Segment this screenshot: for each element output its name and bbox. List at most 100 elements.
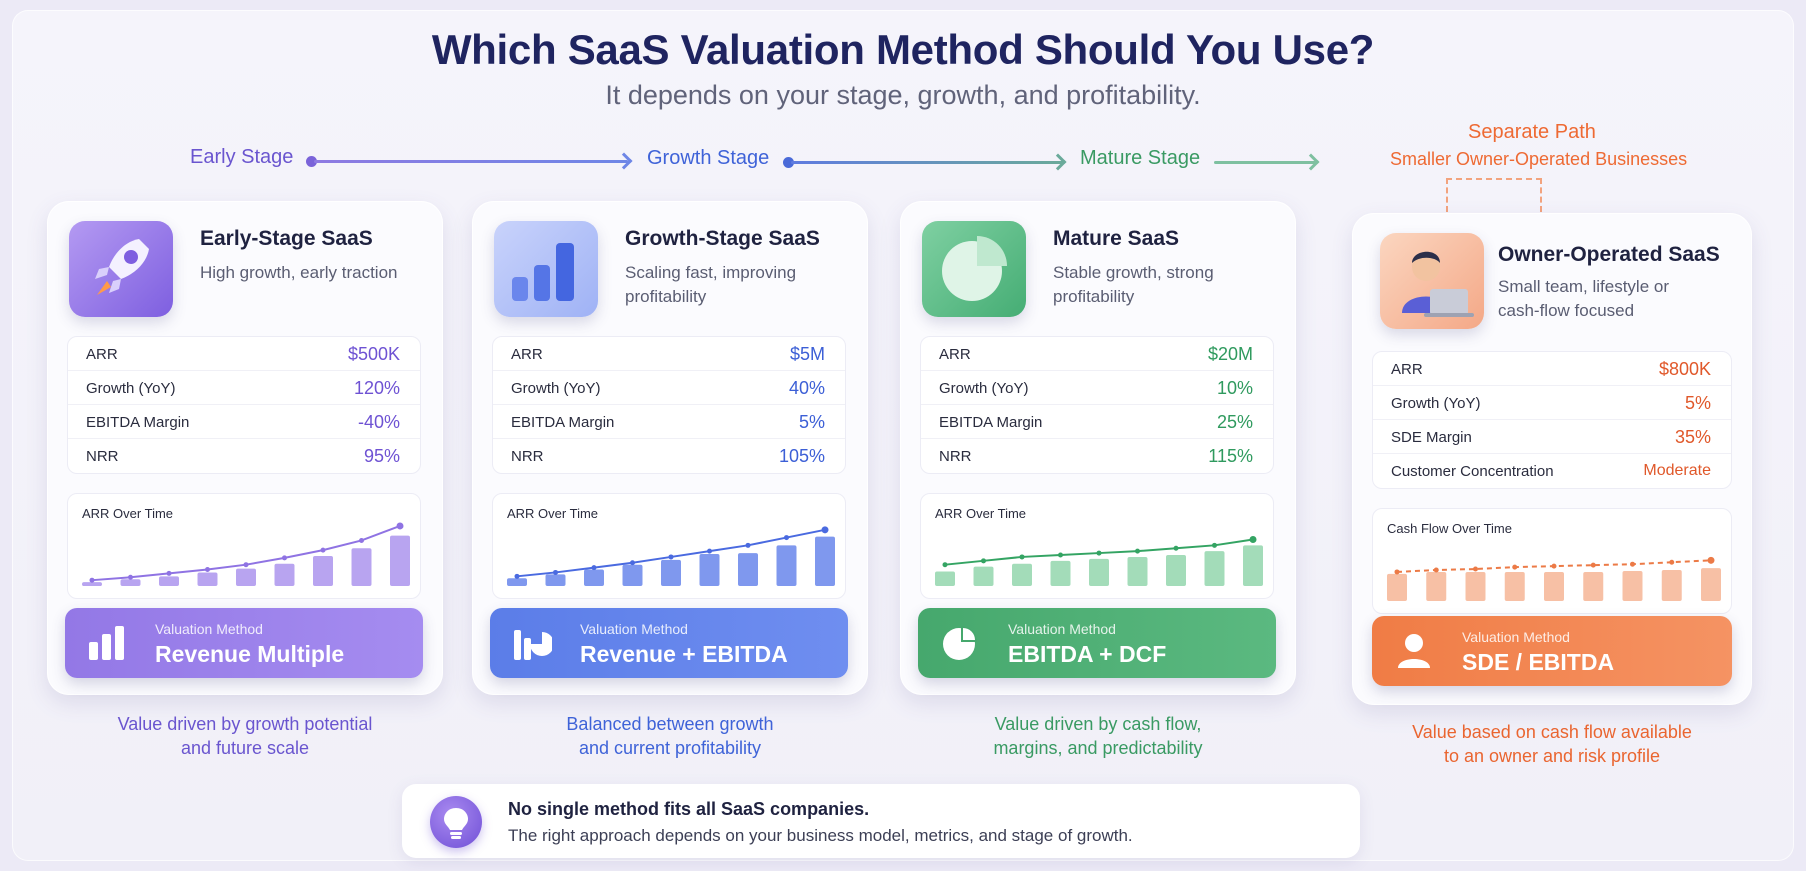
metric-row: Growth (YoY) 120% <box>68 371 420 405</box>
chart-point <box>128 574 133 580</box>
metric-row: EBITDA Margin -40% <box>68 405 420 439</box>
chart-point <box>1096 550 1102 556</box>
note-title: No single method fits all SaaS companies… <box>508 799 870 819</box>
card-title: Early-Stage SaaS <box>200 227 373 250</box>
card-title: Owner-Operated SaaS <box>1498 243 1720 266</box>
chart-bar <box>776 545 797 586</box>
metric-row: ARR $800K <box>1373 352 1731 386</box>
metric-row: NRR 115% <box>921 439 1273 473</box>
chart-point <box>166 570 172 576</box>
chart-bar <box>1622 570 1643 601</box>
separate-path-title: Separate Path <box>1468 121 1596 143</box>
card-footer: Balanced between growth and current prof… <box>472 712 868 760</box>
chart-point <box>784 535 789 541</box>
chart-bar <box>1701 568 1721 601</box>
chart-point <box>707 548 712 554</box>
chart-point <box>1249 536 1257 543</box>
method-label: Valuation Method <box>155 621 263 637</box>
metric-row: SDE Margin 35% <box>1373 420 1731 454</box>
chart-point <box>591 565 597 571</box>
chart-point <box>1433 567 1439 573</box>
card-mature-stage: Mature SaaS Stable growth, strong profit… <box>900 201 1296 695</box>
chart-bar <box>1127 556 1148 586</box>
stage-label-growth: Growth Stage <box>647 147 770 169</box>
card-title: Growth-Stage SaaS <box>625 227 820 250</box>
method-name: SDE / EBITDA <box>1462 649 1615 675</box>
chart-title: ARR Over Time <box>82 506 174 521</box>
chart-point <box>1630 561 1635 567</box>
flow-arrow-mature-end <box>1214 161 1316 164</box>
note-text: The right approach depends on your busin… <box>508 826 1133 845</box>
stage-label-early: Early Stage <box>190 146 294 168</box>
metric-value: 105% <box>778 446 825 466</box>
chart-bar <box>1050 560 1071 586</box>
chart-point <box>1394 569 1400 575</box>
metric-label: ARR <box>939 346 971 363</box>
page-title: Which SaaS Valuation Method Should You U… <box>431 26 1375 73</box>
metric-label: NRR <box>86 448 119 465</box>
bottom-note: No single method fits all SaaS companies… <box>402 784 1360 858</box>
metric-row: Growth (YoY) 5% <box>1373 386 1731 420</box>
chart-point <box>1512 564 1518 570</box>
method-name: Revenue Multiple <box>155 641 345 667</box>
chart-point <box>1473 566 1478 572</box>
method-label: Valuation Method <box>1008 621 1116 637</box>
metric-value: 10% <box>1216 378 1253 398</box>
valuation-method-badge: Valuation Method Revenue + EBITDA <box>490 608 848 678</box>
card-subtitle: High growth, early traction <box>200 263 398 282</box>
chart-point <box>668 554 674 560</box>
method-name: Revenue + EBITDA <box>580 641 788 667</box>
metric-label: Customer Concentration <box>1391 463 1554 480</box>
chart-bar <box>236 568 256 586</box>
metric-label: Growth (YoY) <box>939 380 1029 397</box>
metrics-table: ARR $20M Growth (YoY) 10% EBITDA Margin 25%… <box>920 336 1274 474</box>
chart-point <box>1135 548 1140 554</box>
chart-bar <box>120 579 141 586</box>
metrics-table: ARR $500K Growth (YoY) 120% EBITDA Margin -… <box>67 336 421 474</box>
metric-label: SDE Margin <box>1391 429 1472 446</box>
metric-label: EBITDA Margin <box>86 414 190 431</box>
cash-flow-chart: Cash Flow Over Time <box>1372 508 1732 614</box>
metric-row: EBITDA Margin 5% <box>493 405 845 439</box>
card-title: Mature SaaS <box>1053 227 1180 250</box>
chart-point <box>1212 542 1217 548</box>
method-name: EBITDA + DCF <box>1008 641 1167 667</box>
metric-label: EBITDA Margin <box>939 414 1043 431</box>
chart-bar <box>935 571 955 586</box>
chart-bar <box>197 572 218 586</box>
metric-value: 40% <box>788 378 825 398</box>
chart-point <box>942 562 948 568</box>
card-footer: Value driven by growth potential and fut… <box>47 712 443 760</box>
arr-chart: ARR Over Time <box>492 493 846 599</box>
card-footer: Value based on cash flow available to an… <box>1352 720 1752 768</box>
metric-value: 95% <box>363 446 400 466</box>
chart-bar <box>815 536 835 586</box>
card-footer: Value driven by cash flow, margins, and … <box>900 712 1296 760</box>
chart-point <box>1019 554 1025 560</box>
chart-bar <box>1166 555 1186 586</box>
chart-point <box>320 547 326 553</box>
pie-chart-icon <box>943 626 977 660</box>
chart-point <box>359 537 364 543</box>
arr-chart: ARR Over Time <box>67 493 421 599</box>
chart-point <box>1590 562 1596 568</box>
chart-point <box>553 569 558 575</box>
metric-row: Growth (YoY) 40% <box>493 371 845 405</box>
separate-path-connector <box>1446 178 1542 212</box>
chart-bar <box>82 582 102 586</box>
metric-label: ARR <box>1391 361 1423 378</box>
chart-point <box>745 542 751 548</box>
valuation-method-badge: Valuation Method EBITDA + DCF <box>918 608 1276 678</box>
chart-bar <box>507 578 527 586</box>
valuation-method-badge: Valuation Method Revenue Multiple <box>65 608 423 678</box>
flow-arrow-early-growth <box>314 160 628 163</box>
chart-point <box>630 560 635 566</box>
metric-row: EBITDA Margin 25% <box>921 405 1273 439</box>
metric-value: 25% <box>1216 412 1253 432</box>
card-owner-operated: Owner-Operated SaaS Small team, lifestyl… <box>1352 213 1752 705</box>
metric-row: NRR 105% <box>493 439 845 473</box>
flow-dot-early <box>306 156 317 167</box>
chart-bar <box>1243 545 1263 586</box>
chart-bar <box>1089 558 1109 586</box>
chart-bar <box>545 574 566 586</box>
